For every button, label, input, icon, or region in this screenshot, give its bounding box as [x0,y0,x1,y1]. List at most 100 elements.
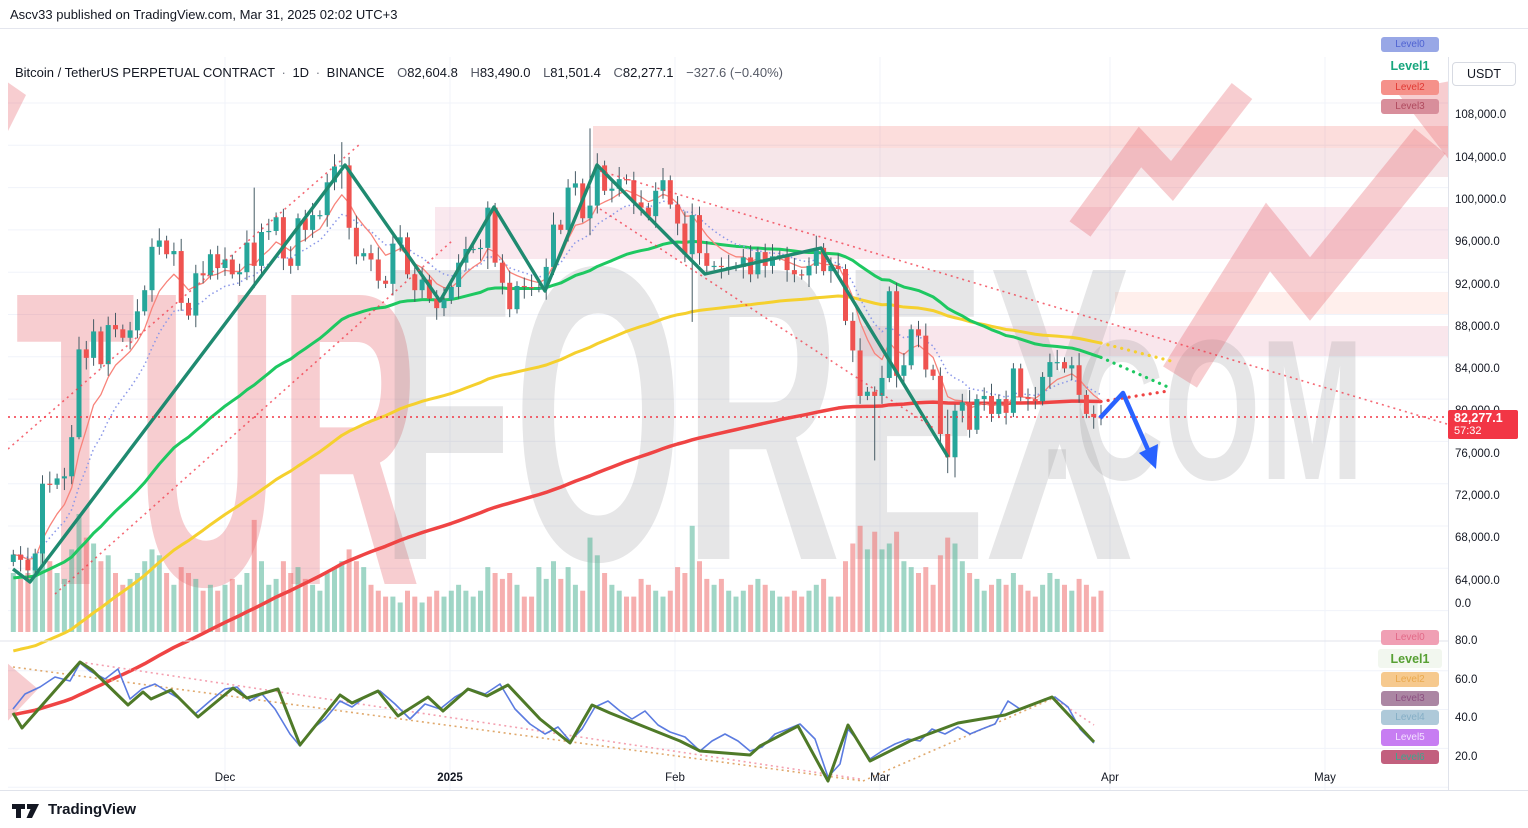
price-tick: 108,000.0 [1455,109,1507,121]
candle-body [653,190,659,217]
candle-body [645,207,651,217]
candle-body [572,183,578,188]
volume-bar [324,573,330,632]
candle-body [959,402,965,411]
time-axis-label[interactable]: 2025 [437,772,463,784]
candle-body [113,325,118,330]
drawing-arrow-down [1098,390,1152,453]
volume-bar [711,584,717,632]
candle-body [207,254,213,276]
volume-bar [339,561,345,632]
low-value: 81,501.4 [550,65,601,80]
volume-bar [697,561,702,632]
volume-bar [507,573,513,632]
time-axis-label[interactable]: Apr [1101,772,1119,784]
candle-body [397,237,403,244]
time-axis-label[interactable]: May [1314,772,1336,784]
candle-body [894,291,900,376]
volume-bar [40,531,45,632]
rsi-line [12,662,1095,778]
candle-body [186,302,191,316]
candle-body [302,218,308,230]
volume-bar [624,596,629,632]
volume-bar [441,596,447,632]
volume-bar [1032,596,1038,632]
candle-body [529,287,535,289]
volume-bar [346,549,352,632]
volume-bar [894,531,900,632]
candle-body [156,240,162,247]
time-axis-label[interactable]: Mar [870,772,890,784]
candle-body [54,478,60,485]
supply-zone [1115,292,1448,314]
volume-bar [193,578,199,632]
price-tick: 104,000.0 [1455,152,1507,164]
candle-body [324,182,330,216]
candle-body [76,349,82,438]
time-axis-label[interactable]: Dec [214,772,236,784]
last-price-label: 82,277.1 57:32 [1448,410,1518,439]
candle-body [886,291,892,378]
candle-body [660,180,666,191]
candle-body [937,375,943,434]
time-axis-label[interactable]: Feb [665,772,685,784]
ma-line-ema50 [13,239,1102,580]
watermark-arrow [1163,128,1446,388]
timeframe[interactable]: 1D [292,65,310,80]
level-label-main: Level1 [1378,56,1442,76]
tradingview-brand-text[interactable]: TradingView [48,801,137,818]
level-label-lower: Level5 [1381,729,1439,746]
volume-bar [901,561,907,632]
volume-bar [426,596,432,632]
candle-body [456,262,462,288]
candle-body [40,483,45,554]
currency-toggle-button[interactable]: USDT [1452,62,1516,86]
candle-body [718,265,724,268]
candle-body [178,251,184,303]
indicator-tick: 40.0 [1455,712,1478,724]
bar-countdown: 57:32 [1454,425,1482,437]
volume-bar [499,578,505,632]
candle-body [434,298,440,309]
legend-separator2: · [315,65,321,80]
price-tick: 96,000.0 [1455,236,1500,248]
candle-body [368,253,374,260]
volume-bar [383,596,389,632]
volume-bar [959,561,965,632]
volume-bar [733,596,739,632]
volume-bar [594,555,600,632]
symbol-legend[interactable]: Bitcoin / TetherUS PERPETUAL CONTRACT · … [15,65,783,80]
price-tick: 68,000.0 [1455,532,1500,544]
price-tick: 64,000.0 [1455,575,1500,587]
volume-bar [273,578,279,632]
volume-bar [61,578,67,632]
volume-bar [105,555,111,632]
lower-dotted-tan [12,666,864,782]
trendline-dotted [54,240,453,595]
close-value: 82,277.1 [622,65,674,80]
low-label: L [543,65,551,80]
indicator-tick: 80.0 [1455,635,1478,647]
exchange[interactable]: BINANCE [326,65,385,80]
candle-body [565,187,571,230]
candle-body [799,274,805,276]
candle-body [193,273,199,316]
volume-bar [332,567,337,632]
volume-bar [317,590,323,632]
symbol-name[interactable]: Bitcoin / TetherUS PERPETUAL CONTRACT [15,65,275,80]
zigzag-main [11,163,950,584]
candle-body [105,325,111,365]
ma-projection [1099,388,1173,404]
volume-bar [821,578,827,632]
candle-body [441,299,447,309]
candle-body [1010,368,1016,413]
tradingview-logo-icon[interactable] [12,798,40,822]
supply-zone [435,207,1448,259]
candle-body [923,335,929,370]
ma-line-ema200 [12,399,1102,717]
candle-body [791,270,797,275]
candle-body [770,256,775,266]
volume-bar [682,573,688,632]
candle-body [149,246,155,291]
